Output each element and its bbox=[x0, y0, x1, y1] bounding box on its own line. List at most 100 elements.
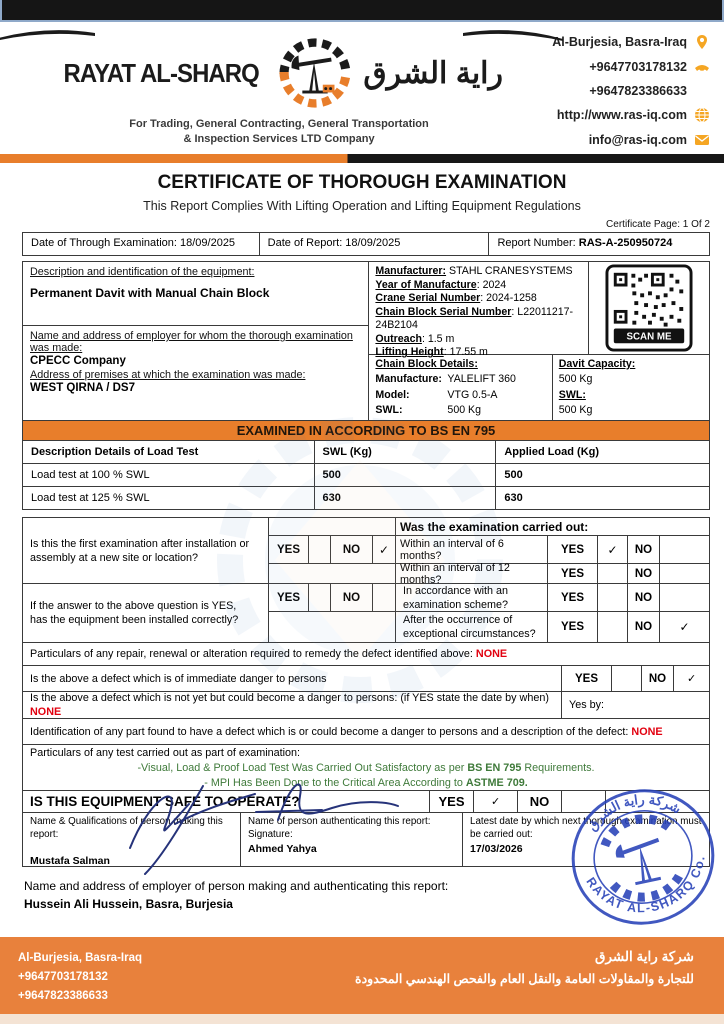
equipment-description-label: Description and identification of the eq… bbox=[30, 266, 255, 278]
yes-by-field[interactable]: Yes by: bbox=[561, 692, 709, 719]
q2-yes-checkbox[interactable] bbox=[309, 584, 331, 613]
employer-label: Name and address of employer for whom th… bbox=[30, 330, 353, 354]
contact-website[interactable]: http://www.ras-iq.com bbox=[556, 108, 687, 122]
immediate-yes-checkbox[interactable] bbox=[611, 666, 641, 692]
date-of-examination: Date of Through Examination: 18/09/2025 bbox=[23, 233, 260, 255]
contact-phone1: +9647703178132 bbox=[589, 60, 687, 74]
tests-label: Particulars of any test carried out as p… bbox=[30, 746, 301, 759]
contact-location: Al-Burjesia, Basra-Iraq bbox=[552, 35, 687, 49]
load-test-row-100: Load test at 100 % SWL 500 500 bbox=[23, 464, 709, 488]
top-bar bbox=[0, 0, 724, 22]
employer-of-person-block: Name and address of employer of person m… bbox=[22, 867, 710, 923]
premises-label: Address of premises at which the examina… bbox=[30, 369, 306, 381]
interval-6-yes-checkbox[interactable]: ✓ bbox=[598, 536, 628, 565]
q2-no-checkbox[interactable] bbox=[373, 584, 396, 613]
envelope-icon bbox=[695, 135, 709, 145]
examination-questions-table: Is this the first examination after inst… bbox=[22, 517, 710, 644]
question-installed-correctly: If the answer to the above question is Y… bbox=[23, 584, 269, 643]
report-number: Report Number: RAS-A-250950724 bbox=[497, 237, 673, 249]
footer-phone1: +9647703178132 bbox=[18, 970, 108, 983]
safe-question: IS THIS EQUIPMENT SAFE TO OPERATE? bbox=[30, 794, 300, 810]
q1-yes-checkbox[interactable] bbox=[309, 536, 331, 565]
interval-12-yes-checkbox[interactable] bbox=[598, 564, 628, 585]
page-subtitle: This Report Complies With Lifting Operat… bbox=[143, 199, 581, 213]
footer-bottom-strip bbox=[0, 1014, 724, 1024]
chain-manufacture-value: YALELIFT 360 bbox=[447, 373, 516, 386]
tests-particulars-row: Particulars of any test carried out as p… bbox=[22, 745, 710, 792]
company-logo: RAYAT AL-SHARQ راية الشرق bbox=[0, 28, 563, 154]
qr-code[interactable]: SCAN ME bbox=[605, 264, 693, 352]
chain-block-title: Chain Block Details: bbox=[375, 358, 478, 370]
left-swoosh bbox=[0, 30, 95, 41]
identification-none-value: NONE bbox=[631, 725, 663, 738]
scheme-no-checkbox[interactable] bbox=[660, 584, 709, 613]
maker-cell: Name & Qualifications of person making t… bbox=[23, 813, 241, 867]
interval-12-no-checkbox[interactable] bbox=[660, 564, 709, 585]
contact-email[interactable]: info@ras-iq.com bbox=[588, 133, 687, 147]
future-danger-row: Is the above a defect which is not yet b… bbox=[22, 692, 710, 720]
two-tone-divider bbox=[0, 154, 724, 163]
q1-yes-label: YES bbox=[269, 536, 309, 565]
equipment-section: Description and identification of the eq… bbox=[22, 261, 710, 422]
safe-to-operate-row: IS THIS EQUIPMENT SAFE TO OPERATE? YES ✓… bbox=[22, 791, 710, 814]
load-col-applied: Applied Load (Kg) bbox=[504, 446, 600, 459]
carried-out-header: Was the examination carried out: bbox=[396, 518, 709, 537]
immediate-no-checkbox[interactable]: ✓ bbox=[673, 666, 709, 692]
load-test-header-row: Description Details of Load Test SWL (Kg… bbox=[23, 441, 709, 465]
interval-12-question: Within an interval of 12 months? bbox=[396, 562, 548, 586]
q1-no-checkbox[interactable]: ✓ bbox=[373, 536, 396, 565]
employer-of-person-value: Hussein Ali Hussein, Basra, Burjesia bbox=[24, 897, 233, 912]
lifting-height-value: : 17.55 m bbox=[443, 346, 488, 359]
load-test-row-125: Load test at 125 % SWL 630 630 bbox=[23, 487, 709, 510]
next-exam-label: Latest date by which next thorough exami… bbox=[470, 816, 702, 840]
scheme-yes-checkbox[interactable] bbox=[598, 584, 628, 613]
q2-yes-label: YES bbox=[269, 584, 309, 613]
outreach-value: : 1.5 m bbox=[421, 332, 455, 345]
q2-no-label: NO bbox=[331, 584, 373, 613]
qr-scan-me-label: SCAN ME bbox=[626, 331, 672, 342]
next-examination-cell: Latest date by which next thorough exami… bbox=[463, 813, 709, 866]
page-title: CERTIFICATE OF THOROUGH EXAMINATION bbox=[157, 172, 567, 193]
equipment-description-cell: Description and identification of the eq… bbox=[23, 262, 369, 326]
exceptional-no-checkbox[interactable]: ✓ bbox=[679, 620, 690, 635]
immediate-danger-row: Is the above a defect which is of immedi… bbox=[22, 666, 710, 693]
examined-banner: EXAMINED IN ACCORDING TO BS EN 795 bbox=[22, 421, 710, 442]
scheme-question: In accordance with an examination scheme… bbox=[396, 584, 548, 613]
chain-block-details-cell: Chain Block Details: Manufacture: YALELIF… bbox=[369, 355, 553, 421]
phone-icon bbox=[695, 65, 709, 71]
chain-serial-value: : L22011217-24B2104 bbox=[375, 305, 574, 332]
question-first-examination: Is this the first examination after inst… bbox=[23, 518, 269, 585]
davit-swl-label: SWL: bbox=[558, 388, 586, 401]
footer: Al-Burjesia, Basra-Iraq +9647703178132 +… bbox=[0, 937, 724, 1024]
equipment-description-value: Permanent Davit with Manual Chain Block bbox=[30, 286, 270, 300]
qr-code-cell: SCAN ME bbox=[589, 262, 709, 354]
future-none-value: NONE bbox=[30, 706, 62, 719]
davit-capacity-cell: Davit Capacity: 500 Kg SWL: 500 Kg bbox=[553, 355, 709, 420]
interval-6-no-checkbox[interactable] bbox=[660, 536, 709, 565]
footer-phone2: +9647823386633 bbox=[18, 989, 108, 1002]
header: RAYAT AL-SHARQ راية الشرق bbox=[0, 22, 724, 154]
premises-value: WEST QIRNA / DS7 bbox=[30, 382, 135, 394]
tagline-line1: For Trading, General Contracting, Genera… bbox=[129, 118, 429, 131]
chain-model-value: VTG 0.5-A bbox=[447, 388, 498, 401]
company-name-ar: راية الشرق bbox=[363, 56, 503, 90]
employer-premises-cell: Name and address of employer for whom th… bbox=[23, 326, 368, 420]
employer-of-person-label: Name and address of employer of person m… bbox=[24, 879, 449, 894]
safe-no-checkbox[interactable] bbox=[561, 791, 605, 813]
globe-icon bbox=[695, 107, 709, 123]
company-name-en: RAYAT AL-SHARQ bbox=[63, 57, 259, 88]
signature-row: Name & Qualifications of person making t… bbox=[22, 813, 710, 868]
footer-location: Al-Burjesia, Basra-Iraq bbox=[18, 952, 142, 964]
repair-particulars-row: Particulars of any repair, renewal or al… bbox=[22, 643, 710, 667]
manufacturer-info-cell: Manufacturer: STAHL CRANESYSTEMS Year of… bbox=[369, 262, 589, 358]
interval-6-question: Within an interval of 6 months? bbox=[396, 536, 548, 565]
load-test-table: Description Details of Load Test SWL (Kg… bbox=[22, 441, 710, 511]
load-col-swl: SWL (Kg) bbox=[315, 441, 497, 464]
manufacturer-value: STAHL CRANESYSTEMS bbox=[446, 265, 573, 277]
davit-capacity-title: Davit Capacity: bbox=[558, 358, 636, 370]
safe-yes-checkbox[interactable]: ✓ bbox=[473, 791, 517, 813]
gear-pumpjack-icon bbox=[279, 38, 351, 108]
exceptional-yes-checkbox[interactable] bbox=[598, 612, 628, 643]
davit-swl-value: 500 Kg bbox=[558, 404, 593, 417]
